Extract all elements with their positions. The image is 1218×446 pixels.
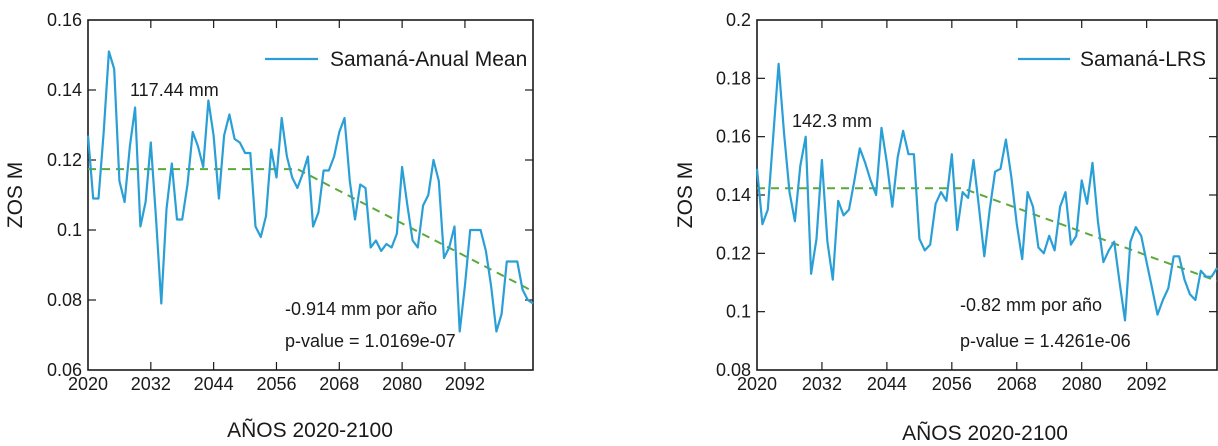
x-tick-label: 2032 bbox=[131, 374, 171, 394]
level-annotation: 142.3 mm bbox=[792, 111, 872, 131]
x-axis-label: AÑOS 2020-2100 bbox=[227, 418, 393, 442]
legend-label: Samaná-Anual Mean bbox=[330, 48, 527, 71]
series-line-path bbox=[755, 62, 1218, 322]
plot-frame bbox=[756, 19, 1218, 371]
chart-lrs: 2020 2032 2044 2056 2068 2080 2092 0.08 0.1 0.12 0… bbox=[674, 10, 1218, 445]
x-tick-label: 2068 bbox=[319, 374, 359, 394]
legend: Samaná-LRS bbox=[1018, 48, 1206, 71]
axis-ticks: 2020 2032 2044 2056 2068 2080 2092 0.08 0.1 0.12 0… bbox=[716, 10, 1217, 394]
x-tick-label: 2044 bbox=[867, 374, 907, 394]
y-tick-label: 0.12 bbox=[47, 150, 82, 170]
level-annotation: 117.44 mm bbox=[130, 80, 219, 100]
x-tick-label: 2020 bbox=[737, 374, 777, 394]
y-axis-label: ZOS M bbox=[4, 162, 27, 229]
axis-ticks: 2020 2032 2044 2056 2068 2080 2092 0.06 0.08 0.1 0… bbox=[47, 10, 533, 394]
y-tick-label: 0.1 bbox=[57, 220, 82, 240]
x-tick-label: 2056 bbox=[256, 374, 296, 394]
y-tick-label: 0.12 bbox=[716, 243, 751, 263]
chart-annual-mean: 2020 2032 2044 2056 2068 2080 2092 0.06 0.08 0.1 0… bbox=[4, 10, 534, 442]
x-tick-label: 2080 bbox=[1062, 374, 1102, 394]
y-tick-label: 0.06 bbox=[47, 360, 82, 380]
slope-annotation: -0.82 mm por año bbox=[960, 295, 1102, 315]
y-tick-label: 0.14 bbox=[47, 80, 82, 100]
y-tick-label: 0.16 bbox=[716, 127, 751, 147]
y-tick-label: 0.2 bbox=[726, 10, 751, 30]
pvalue-annotation: p-value = 1.0169e-07 bbox=[285, 331, 456, 351]
x-axis-label: AÑOS 2020-2100 bbox=[902, 421, 1068, 445]
series-line bbox=[755, 62, 1218, 322]
x-tick-label: 2092 bbox=[445, 374, 485, 394]
legend-label: Samaná-LRS bbox=[1080, 48, 1206, 71]
series-line-path bbox=[86, 50, 534, 333]
legend: Samaná-Anual Mean bbox=[265, 48, 527, 71]
x-tick-label: 2020 bbox=[68, 374, 108, 394]
y-tick-label: 0.1 bbox=[726, 302, 751, 322]
y-tick-label: 0.14 bbox=[716, 185, 751, 205]
y-tick-label: 0.16 bbox=[47, 10, 82, 30]
plot-frame bbox=[87, 19, 534, 371]
x-tick-label: 2080 bbox=[382, 374, 422, 394]
x-tick-label: 2068 bbox=[997, 374, 1037, 394]
series-line bbox=[86, 50, 534, 333]
x-tick-label: 2032 bbox=[802, 374, 842, 394]
y-tick-label: 0.18 bbox=[716, 68, 751, 88]
x-tick-label: 2044 bbox=[194, 374, 234, 394]
y-tick-label: 0.08 bbox=[716, 360, 751, 380]
x-tick-label: 2092 bbox=[1127, 374, 1167, 394]
y-tick-label: 0.08 bbox=[47, 290, 82, 310]
pvalue-annotation: p-value = 1.4261e-06 bbox=[960, 331, 1131, 351]
x-tick-label: 2056 bbox=[932, 374, 972, 394]
slope-annotation: -0.914 mm por año bbox=[285, 299, 437, 319]
y-axis-label: ZOS M bbox=[674, 162, 697, 229]
